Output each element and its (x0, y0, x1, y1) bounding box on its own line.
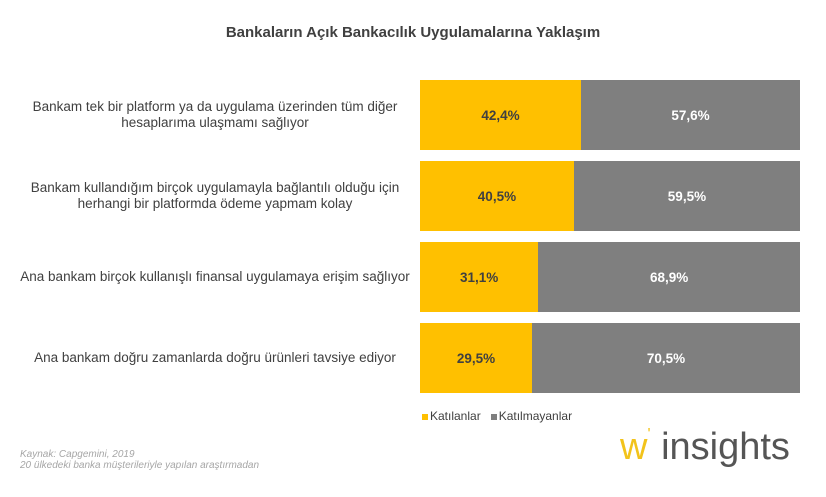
legend-item-agree: Katılanlar (422, 409, 481, 423)
data-label: 29,5% (456, 350, 496, 366)
chart-title: Bankaların Açık Bankacılık Uygulamaların… (225, 24, 601, 41)
data-label: 70,5% (646, 350, 686, 366)
legend-label: Katılmayanlar (498, 409, 573, 423)
logo: w' insights (620, 426, 790, 468)
bar-agree: 29,5% (420, 323, 533, 393)
bar-agree: 40,5% (420, 161, 574, 231)
bar-disagree: 59,5% (573, 161, 800, 231)
source-note: Kaynak: Capgemini, 2019 20 ülkedeki bank… (20, 449, 259, 471)
bar-agree: 31,1% (420, 242, 539, 312)
data-label: 59,5% (667, 188, 707, 204)
data-label: 31,1% (459, 269, 499, 285)
category-label: Ana bankam birçok kullanışlı finansal uy… (20, 269, 410, 284)
bar-disagree: 57,6% (581, 80, 800, 150)
data-label: 40,5% (477, 188, 517, 204)
category-label: Bankam tek bir platform ya da uygulama ü… (32, 99, 398, 130)
category-label: Bankam kullandığım birçok uygulamayla ba… (30, 180, 400, 211)
source-line: Kaynak: Capgemini, 2019 (20, 449, 135, 460)
legend: Katılanlar Katılmayanlar (422, 409, 572, 423)
data-label: 42,4% (481, 107, 520, 123)
bar-disagree: 68,9% (538, 242, 800, 312)
data-label: 68,9% (649, 269, 689, 285)
logo-text: insights (661, 426, 790, 468)
logo-mark: w (620, 426, 648, 468)
source-line: 20 ülkedeki banka müşterileriyle yapılan… (20, 460, 260, 471)
legend-label: Katılanlar (430, 409, 481, 423)
category-label: Ana bankam doğru zamanlarda doğru ürünle… (34, 350, 396, 365)
data-label: 57,6% (671, 107, 710, 123)
bar-agree: 42,4% (420, 80, 582, 150)
bar-disagree: 70,5% (532, 323, 800, 393)
legend-item-disagree: Katılmayanlar (490, 409, 573, 423)
